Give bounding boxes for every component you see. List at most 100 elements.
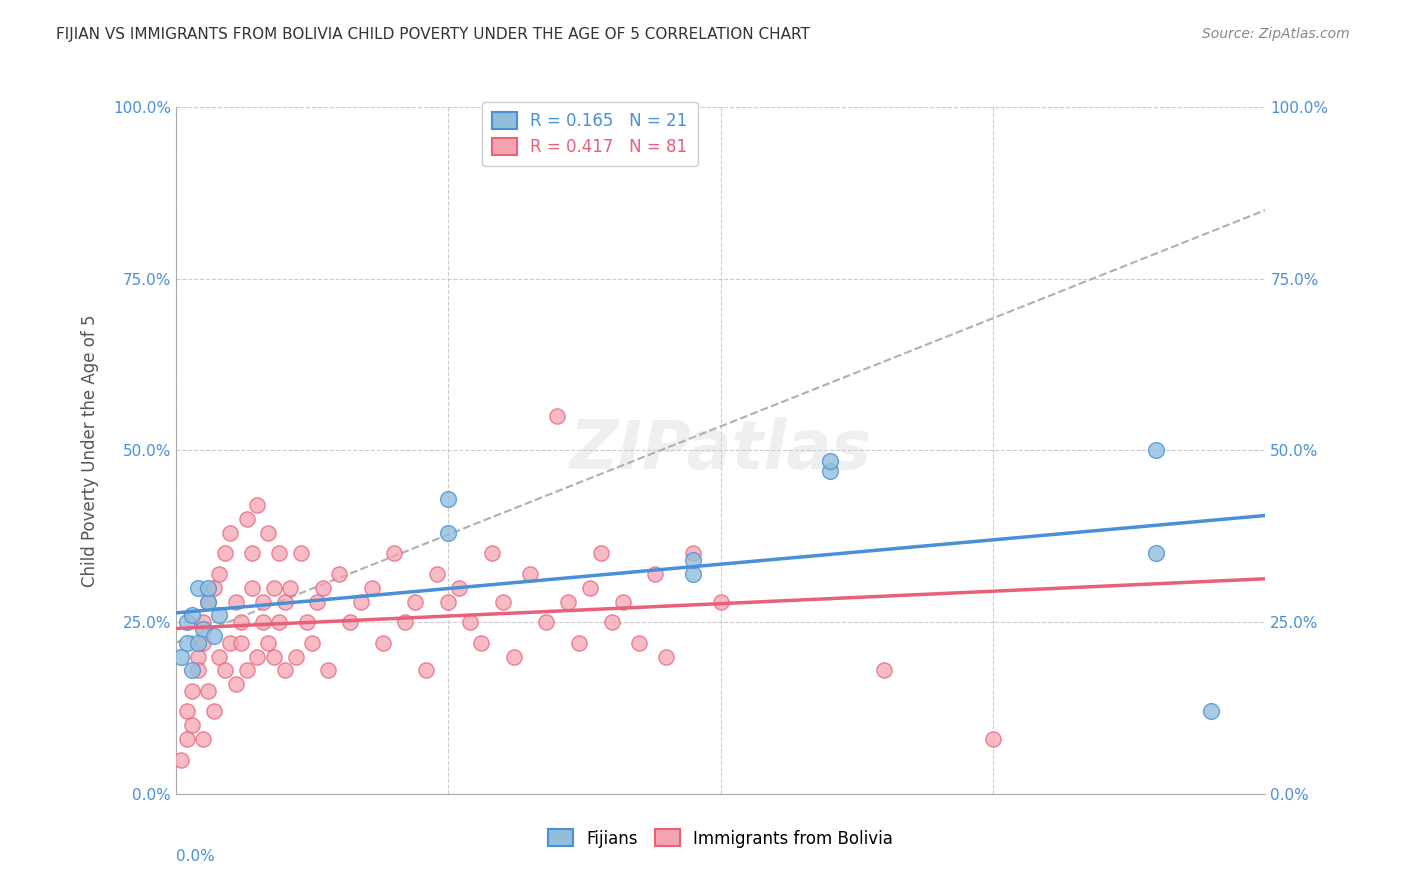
Point — [600, 615, 623, 630]
Point — [197, 594, 219, 608]
Point — [1144, 443, 1167, 458]
Point — [176, 615, 198, 630]
Point — [301, 636, 323, 650]
Point — [557, 594, 579, 608]
Point — [181, 683, 204, 698]
Legend: Fijians, Immigrants from Bolivia: Fijians, Immigrants from Bolivia — [541, 822, 900, 855]
Point — [284, 649, 307, 664]
Point — [202, 581, 225, 595]
Point — [240, 546, 263, 561]
Point — [481, 546, 503, 561]
Point — [312, 581, 335, 595]
Point — [235, 512, 257, 526]
Point — [339, 615, 361, 630]
Point — [307, 594, 329, 608]
Point — [257, 636, 280, 650]
Point — [644, 567, 666, 582]
Point — [214, 663, 236, 677]
Point — [447, 581, 470, 595]
Point — [191, 636, 214, 650]
Point — [202, 629, 225, 643]
Point — [415, 663, 437, 677]
Point — [458, 615, 481, 630]
Y-axis label: Child Poverty Under the Age of 5: Child Poverty Under the Age of 5 — [82, 314, 98, 587]
Point — [360, 581, 382, 595]
Point — [197, 581, 219, 595]
Point — [682, 567, 704, 582]
Point — [1199, 705, 1222, 719]
Point — [208, 649, 231, 664]
Point — [328, 567, 350, 582]
Point — [246, 499, 269, 513]
Point — [246, 649, 269, 664]
Point — [502, 649, 524, 664]
Point — [1144, 546, 1167, 561]
Point — [269, 546, 291, 561]
Point — [214, 546, 236, 561]
Point — [579, 581, 602, 595]
Point — [437, 491, 460, 506]
Point — [382, 546, 405, 561]
Point — [350, 594, 373, 608]
Point — [257, 525, 280, 540]
Point — [191, 615, 214, 630]
Point — [318, 663, 340, 677]
Point — [405, 594, 427, 608]
Point — [263, 581, 285, 595]
Point — [589, 546, 612, 561]
Point — [240, 581, 263, 595]
Point — [682, 553, 704, 567]
Point — [170, 649, 193, 664]
Point — [181, 663, 204, 677]
Point — [818, 454, 841, 468]
Point — [235, 663, 257, 677]
Point — [176, 705, 198, 719]
Point — [186, 649, 209, 664]
Point — [426, 567, 449, 582]
Point — [186, 636, 209, 650]
Point — [181, 608, 204, 623]
Point — [191, 731, 214, 746]
Point — [568, 636, 591, 650]
Point — [627, 636, 650, 650]
Point — [710, 594, 733, 608]
Point — [295, 615, 318, 630]
Point — [197, 594, 219, 608]
Point — [612, 594, 634, 608]
Point — [186, 663, 209, 677]
Text: FIJIAN VS IMMIGRANTS FROM BOLIVIA CHILD POVERTY UNDER THE AGE OF 5 CORRELATION C: FIJIAN VS IMMIGRANTS FROM BOLIVIA CHILD … — [56, 27, 810, 42]
Point — [437, 525, 460, 540]
Point — [371, 636, 394, 650]
Point — [470, 636, 492, 650]
Point — [437, 594, 460, 608]
Point — [682, 546, 704, 561]
Point — [170, 753, 193, 767]
Text: ZIPatlas: ZIPatlas — [569, 417, 872, 483]
Point — [225, 677, 247, 691]
Point — [202, 705, 225, 719]
Point — [186, 581, 209, 595]
Point — [655, 649, 678, 664]
Point — [208, 608, 231, 623]
Point — [519, 567, 541, 582]
Point — [534, 615, 557, 630]
Point — [269, 615, 291, 630]
Point — [981, 731, 1004, 746]
Point — [191, 622, 214, 636]
Point — [546, 409, 568, 423]
Point — [818, 464, 841, 478]
Point — [263, 649, 285, 664]
Point — [231, 615, 253, 630]
Point — [219, 525, 242, 540]
Text: 0.0%: 0.0% — [176, 849, 215, 863]
Point — [873, 663, 896, 677]
Point — [197, 683, 219, 698]
Point — [231, 636, 253, 650]
Point — [208, 567, 231, 582]
Point — [278, 581, 301, 595]
Point — [252, 594, 274, 608]
Point — [252, 615, 274, 630]
Point — [274, 663, 297, 677]
Point — [176, 636, 198, 650]
Point — [492, 594, 515, 608]
